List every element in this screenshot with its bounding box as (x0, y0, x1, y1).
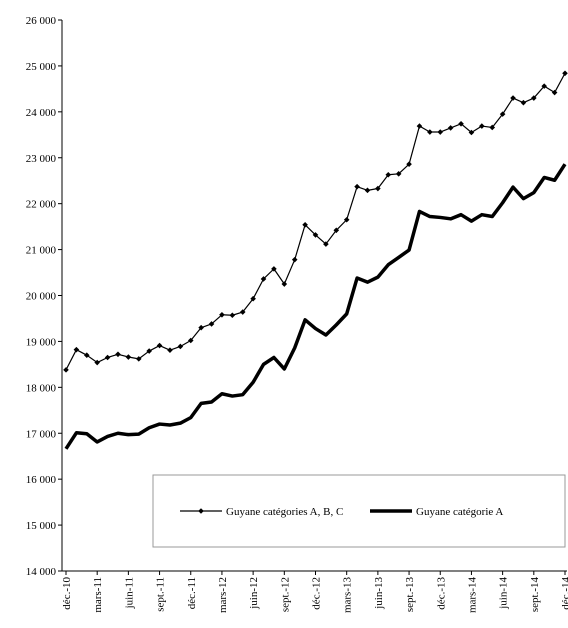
data-point (115, 351, 121, 358)
x-tick-label: déc.-11 (186, 577, 198, 609)
data-point (427, 129, 433, 135)
data-point (479, 123, 485, 129)
data-point (229, 312, 236, 319)
data-point (551, 89, 558, 96)
data-point (302, 221, 308, 228)
data-point (395, 171, 402, 177)
data-point (219, 311, 225, 318)
x-tick-label: juin-14 (498, 577, 510, 610)
y-tick-label: 18 000 (26, 382, 57, 394)
data-point (562, 70, 568, 77)
x-tick-label: déc.-14 (560, 577, 568, 610)
data-point (364, 187, 371, 194)
data-point (323, 241, 329, 247)
y-tick-label: 24 000 (26, 107, 57, 119)
data-point (468, 129, 475, 136)
data-point (135, 356, 142, 362)
y-tick-label: 25 000 (26, 61, 57, 73)
x-tick-label: sept.-14 (529, 577, 541, 613)
y-tick-label: 16 000 (26, 474, 57, 486)
data-point (333, 227, 340, 234)
x-tick-label: sept.-12 (279, 577, 291, 612)
legend-label: Guyane catégorie A (416, 506, 503, 518)
data-point (406, 161, 412, 167)
data-point (447, 125, 454, 131)
x-tick-label: déc.-13 (435, 577, 447, 610)
data-point (250, 295, 256, 302)
y-tick-label: 23 000 (26, 153, 57, 165)
legend-marker (198, 508, 204, 514)
data-point (354, 183, 360, 190)
data-point (73, 346, 80, 353)
data-point (458, 120, 464, 127)
x-tick-label: mars-13 (342, 577, 354, 614)
data-point (260, 276, 267, 282)
data-point (510, 95, 516, 101)
data-point (489, 124, 496, 131)
x-tick-label: mars-12 (217, 577, 229, 613)
x-tick-label: déc.-10 (61, 577, 73, 610)
data-point (208, 321, 215, 327)
y-tick-label: 19 000 (26, 336, 57, 348)
y-tick-label: 15 000 (26, 520, 57, 532)
data-point (520, 99, 527, 106)
x-tick-label: mars-14 (466, 577, 478, 614)
y-tick-label: 22 000 (26, 199, 57, 211)
data-point (531, 95, 537, 101)
data-point (167, 347, 173, 353)
data-point (385, 171, 392, 178)
data-point (83, 352, 90, 358)
x-tick-label: juin-11 (123, 577, 135, 609)
x-tick-label: sept.-11 (155, 577, 167, 612)
series-line (64, 163, 567, 450)
data-point (343, 216, 350, 223)
x-tick-label: déc.-12 (311, 577, 323, 610)
series-line (65, 72, 566, 371)
data-point (146, 348, 152, 354)
y-tick-label: 26 000 (26, 15, 57, 27)
data-point (375, 185, 381, 192)
data-point (271, 266, 277, 272)
data-point (541, 83, 548, 89)
data-point (312, 232, 319, 238)
data-point (63, 367, 69, 373)
x-tick-label: mars-11 (92, 577, 104, 613)
x-tick-label: sept.-13 (404, 577, 416, 613)
data-point (156, 342, 163, 349)
x-tick-label: juin-12 (248, 577, 260, 610)
y-tick-label: 14 000 (26, 566, 57, 578)
x-tick-label: juin-13 (373, 577, 385, 610)
y-tick-label: 17 000 (26, 428, 57, 440)
y-tick-label: 21 000 (26, 245, 57, 257)
data-point (104, 354, 111, 361)
data-point (499, 111, 506, 117)
legend-label: Guyane catégories A, B, C (226, 506, 343, 518)
data-point (239, 309, 246, 315)
data-point (94, 359, 100, 366)
y-tick-label: 20 000 (26, 291, 57, 303)
data-point (281, 281, 288, 287)
data-point (437, 129, 444, 135)
data-point (177, 343, 184, 350)
data-point (125, 354, 132, 360)
data-point (198, 324, 204, 331)
data-point (416, 123, 423, 129)
data-point (291, 256, 298, 263)
data-point (187, 337, 194, 344)
